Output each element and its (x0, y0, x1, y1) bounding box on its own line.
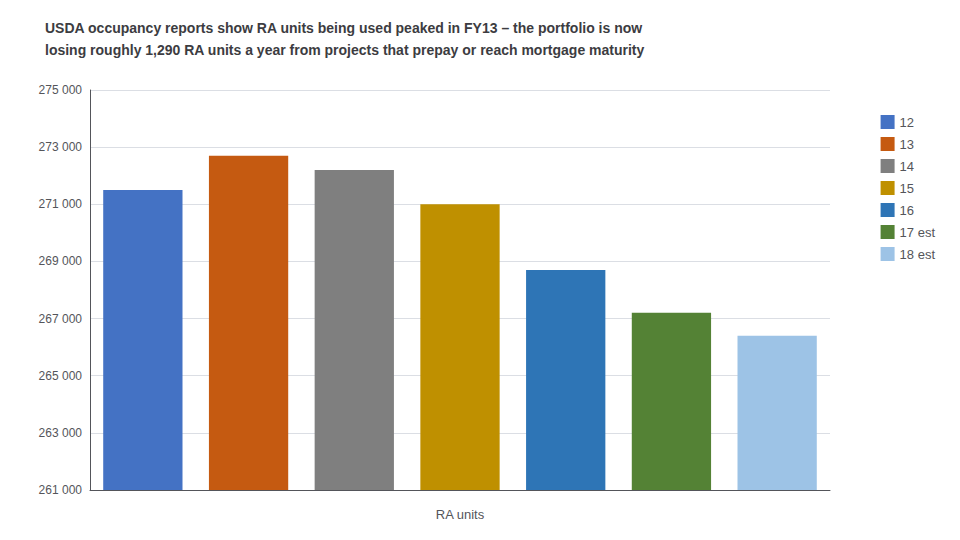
svg-text:15: 15 (900, 181, 914, 196)
svg-text:269 000: 269 000 (39, 254, 83, 268)
svg-text:261 000: 261 000 (39, 483, 83, 497)
svg-text:275 000: 275 000 (39, 83, 83, 97)
svg-text:RA units: RA units (436, 507, 485, 522)
svg-text:14: 14 (900, 159, 914, 174)
svg-text:271 000: 271 000 (39, 197, 83, 211)
svg-text:265 000: 265 000 (39, 369, 83, 383)
svg-text:USDA occupancy reports show RA: USDA occupancy reports show RA units bei… (45, 20, 642, 36)
svg-text:263 000: 263 000 (39, 426, 83, 440)
svg-text:13: 13 (900, 137, 914, 152)
svg-text:267 000: 267 000 (39, 312, 83, 326)
svg-text:17 est: 17 est (900, 225, 936, 240)
svg-text:18 est: 18 est (900, 247, 936, 262)
svg-text:273 000: 273 000 (39, 140, 83, 154)
svg-text:12: 12 (900, 115, 914, 130)
svg-text:16: 16 (900, 203, 914, 218)
svg-text:losing roughly 1,290 RA units: losing roughly 1,290 RA units a year fro… (45, 42, 645, 58)
